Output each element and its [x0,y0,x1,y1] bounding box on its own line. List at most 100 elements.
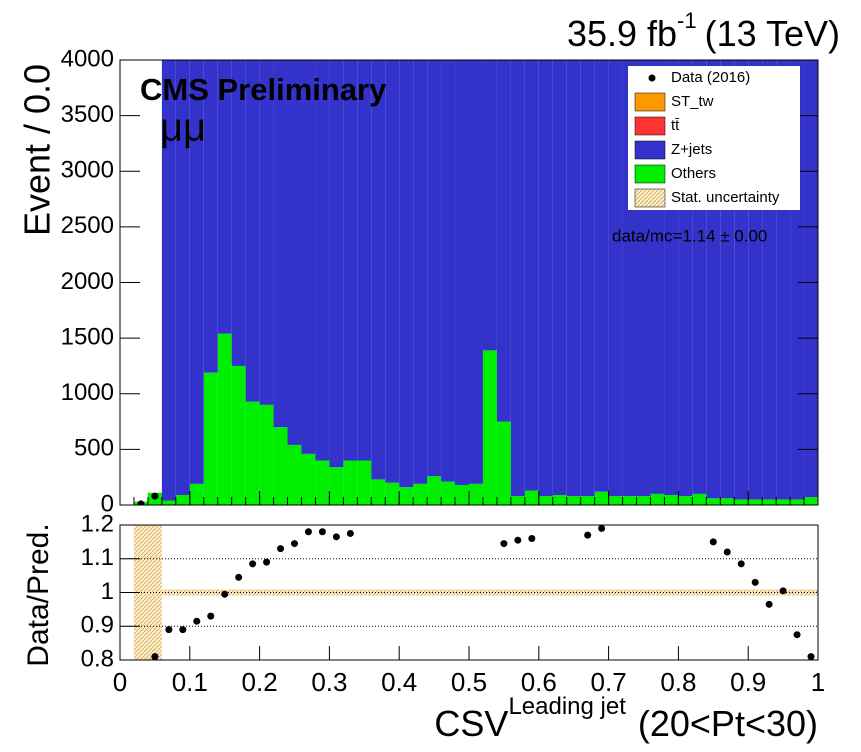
legend-label: Z+jets [671,141,712,158]
ratio-point [751,578,759,586]
lumi: 35.9 fb-1 (13 TeV) [567,8,840,54]
ratio-point [723,548,731,556]
bar [175,494,190,505]
bar [482,60,497,351]
legend-label: Data (2016) [671,69,750,86]
lumi-exp: -1 [677,8,697,33]
bar [580,496,595,505]
ratio-point [514,536,522,544]
y-tick-label: 1.2 [81,510,114,537]
bar [245,401,260,505]
x-tick-label: 0.6 [521,667,557,697]
bar [413,483,428,505]
bar [566,496,581,505]
x-tick-label: 0.4 [381,667,417,697]
bar [804,60,818,498]
legend-swatch [634,92,666,112]
y-tick-label: 2000 [61,268,114,295]
bar [441,60,456,482]
legend-swatch [634,188,666,208]
ratio-point [584,531,592,539]
ratio-point [598,525,606,532]
ratio-point [807,653,815,660]
bar [594,60,609,492]
ratio-point [193,617,201,625]
bar [385,482,400,505]
bar [203,372,218,505]
ratio-point [346,529,354,537]
bar [287,444,302,505]
bar [538,60,553,497]
bar [301,453,316,505]
bar [566,60,581,497]
bar [161,60,176,501]
ratio-point [151,653,159,660]
ratio-point [793,631,801,639]
ratio-point [709,538,717,546]
bar [762,499,777,505]
legend-label: Others [671,165,716,182]
x-title-main: CSV [434,703,508,744]
bar [650,493,665,505]
bar [315,460,330,505]
bar [399,60,414,488]
x-axis-title: CSVLeading jet (20<Pt<30) [434,693,818,743]
bar [175,60,190,495]
x-tick-label: 0.7 [591,667,627,697]
ratio-point [165,626,173,634]
ratio-point [528,535,536,542]
ratio-point [318,528,326,536]
bar [273,60,288,428]
bar [231,60,246,366]
legend-swatch [634,140,666,160]
bar [776,499,791,505]
bar [720,498,735,505]
channel: μμ [160,106,206,150]
bar [371,479,386,505]
bar [552,494,567,505]
plot-area [151,525,815,660]
x-tick-label: 0.8 [660,667,696,697]
x-title-suffix: (20<Pt<30) [638,703,818,744]
bar [217,60,232,334]
legend-marker [648,74,656,82]
bar [427,476,442,505]
bar [441,481,456,505]
bar [469,483,483,505]
bar [287,60,302,445]
bar [343,60,358,461]
x-title-sup: Leading jet [508,693,626,720]
ratio-point [263,558,271,566]
bar [608,496,623,505]
bar [371,60,386,480]
ratio-point [304,528,312,536]
bar [496,421,511,505]
bar [748,499,763,505]
y-tick-label: 1.1 [81,544,114,571]
ratio-point [332,533,340,541]
bar [455,484,469,505]
legend-swatch [634,116,666,136]
x-tick-label: 0.1 [172,667,208,697]
bar [594,491,609,505]
bar [636,496,651,505]
x-tick-label: 0 [113,667,127,697]
legend-label: ST_tw [671,93,714,110]
y-tick-label: 2500 [61,212,114,239]
bar [538,496,553,505]
y-tick-label: 3000 [61,157,114,184]
bar [580,60,595,497]
annotation: data/mc=1.14 ± 0.00 [612,226,767,245]
bar [790,499,805,505]
bar [706,498,721,505]
bar [189,483,204,505]
cms-label: CMS Preliminary [140,72,387,107]
ratio-point [249,560,257,568]
y-tick-label: 1000 [61,379,114,406]
bar [189,60,204,484]
ratio-point [737,560,745,568]
bar [203,60,218,373]
bar [245,60,260,402]
bar [524,60,539,491]
y-tick-label: 0.9 [81,612,114,639]
